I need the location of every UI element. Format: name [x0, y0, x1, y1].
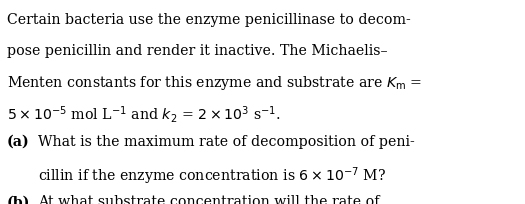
Text: Menten constants for this enzyme and substrate are $K_{\mathrm{m}}$ =: Menten constants for this enzyme and sub… — [7, 74, 422, 92]
Text: What is the maximum rate of decomposition of peni-: What is the maximum rate of decompositio… — [38, 134, 415, 148]
Text: pose penicillin and render it inactive. The Michaelis–: pose penicillin and render it inactive. … — [7, 43, 387, 57]
Text: $5 \times 10^{-5}$ mol L$^{-1}$ and $k_2$ = $2 \times 10^{3}$ s$^{-1}$.: $5 \times 10^{-5}$ mol L$^{-1}$ and $k_2… — [7, 104, 280, 125]
Text: (a): (a) — [7, 134, 29, 148]
Text: (b): (b) — [7, 194, 30, 204]
Text: cillin if the enzyme concentration is $6 \times 10^{-7}$ M?: cillin if the enzyme concentration is $6… — [38, 164, 386, 186]
Text: At what substrate concentration will the rate of: At what substrate concentration will the… — [38, 194, 380, 204]
Text: Certain bacteria use the enzyme penicillinase to decom-: Certain bacteria use the enzyme penicill… — [7, 13, 411, 27]
